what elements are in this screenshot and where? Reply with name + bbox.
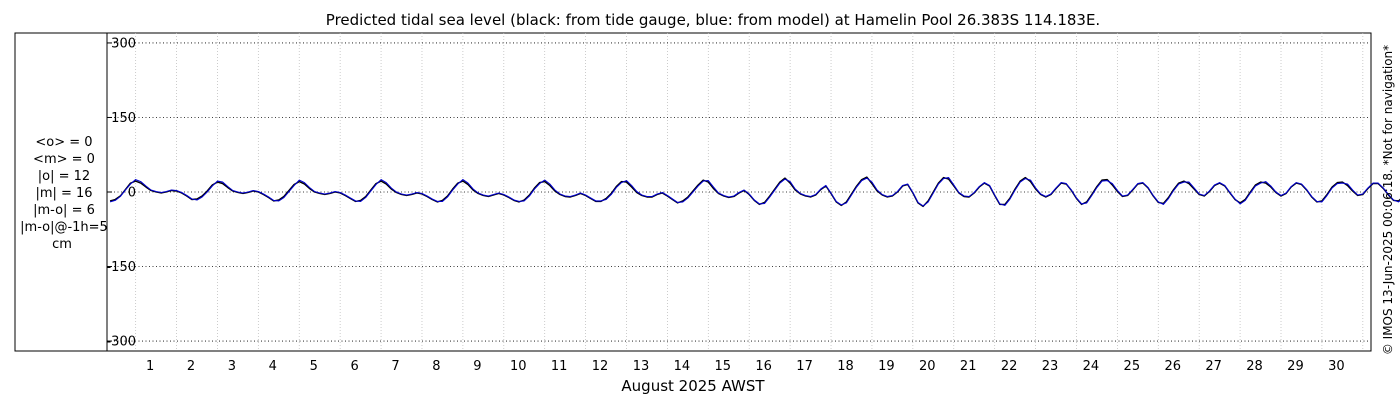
x-tick-label: 10 xyxy=(510,359,527,374)
stats-unit: cm xyxy=(52,237,72,252)
x-tick-label: 16 xyxy=(755,359,772,374)
x-tick-label: 26 xyxy=(1164,359,1181,374)
credit-text: © IMOS 13-Jun-2025 00:06:18. *Not for na… xyxy=(1381,45,1395,355)
x-tick-label: 15 xyxy=(715,359,732,374)
x-tick-label: 1 xyxy=(146,359,154,374)
y-tick-label: 150 xyxy=(111,111,136,126)
x-axis: 1 2 3 4 5 6 7 8 9 10 11 12 13 14 15 16 17 18 19 20 21 22 23 24 2… xyxy=(146,359,1345,374)
chart-title: Predicted tidal sea level (black: from t… xyxy=(326,11,1100,29)
stats-line-mean-obs: <o> = 0 xyxy=(35,135,92,150)
stats-line-abs-obs: |o| = 12 xyxy=(38,169,90,184)
x-tick-label: 24 xyxy=(1083,359,1100,374)
x-axis-label: August 2025 AWST xyxy=(621,377,765,395)
stats-line-mean-model: <m> = 0 xyxy=(33,152,95,167)
x-tick-label: 13 xyxy=(633,359,650,374)
x-tick-label: 14 xyxy=(674,359,691,374)
x-tick-label: 25 xyxy=(1124,359,1141,374)
series-layer xyxy=(109,176,1400,208)
x-tick-label: 29 xyxy=(1287,359,1304,374)
y-tick-label: 0 xyxy=(128,186,136,201)
y-tick-label: -300 xyxy=(106,335,136,350)
x-tick-label: 19 xyxy=(878,359,895,374)
x-tick-label: 23 xyxy=(1042,359,1059,374)
stats-line-abs-diff-lag: |m-o|@-1h=5 xyxy=(20,220,108,235)
x-tick-label: 11 xyxy=(551,359,568,374)
x-tick-label: 2 xyxy=(187,359,195,374)
x-tick-label: 6 xyxy=(350,359,358,374)
x-tick-label: 20 xyxy=(919,359,936,374)
x-tick-label: 7 xyxy=(391,359,399,374)
x-tick-label: 30 xyxy=(1328,359,1345,374)
x-tick-label: 27 xyxy=(1205,359,1222,374)
x-tick-label: 28 xyxy=(1246,359,1263,374)
stats-line-abs-model: |m| = 16 xyxy=(35,186,92,201)
stats-line-abs-diff: |m-o| = 6 xyxy=(33,203,95,218)
stats-panel: <o> = 0 <m> = 0 |o| = 12 |m| = 16 |m-o| … xyxy=(20,135,108,252)
series-line-model xyxy=(109,177,1400,207)
x-tick-label: 3 xyxy=(228,359,236,374)
x-tick-label: 22 xyxy=(1001,359,1018,374)
x-tick-label: 18 xyxy=(837,359,854,374)
x-tick-label: 8 xyxy=(432,359,440,374)
x-tick-label: 5 xyxy=(310,359,318,374)
y-axis: 300 150 0 -150 -300 xyxy=(106,36,136,349)
y-tick-label: -150 xyxy=(106,260,136,275)
x-tick-label: 9 xyxy=(473,359,481,374)
y-tick-label: 300 xyxy=(111,36,136,51)
x-tick-label: 12 xyxy=(592,359,609,374)
x-tick-label: 4 xyxy=(269,359,277,374)
x-tick-label: 21 xyxy=(960,359,977,374)
x-tick-label: 17 xyxy=(796,359,813,374)
